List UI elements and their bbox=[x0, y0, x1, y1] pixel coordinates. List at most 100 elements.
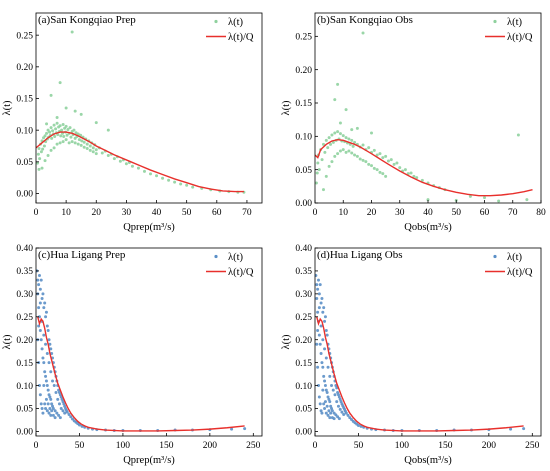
scatter-point bbox=[318, 283, 322, 287]
scatter-point bbox=[358, 157, 362, 161]
scatter-point bbox=[321, 338, 325, 342]
scatter-point bbox=[328, 374, 332, 378]
x-axis-title: Qobs(m³/s) bbox=[404, 455, 452, 466]
scatter-point bbox=[316, 161, 320, 165]
scatter-point bbox=[42, 361, 46, 365]
y-tick-label: 0.10 bbox=[16, 126, 33, 136]
scatter-point bbox=[76, 142, 80, 146]
scatter-point bbox=[41, 147, 45, 151]
scatter-point bbox=[40, 296, 44, 300]
scatter-point bbox=[509, 427, 513, 431]
y-tick-label: 0.00 bbox=[16, 190, 33, 200]
scatter-point bbox=[59, 134, 63, 138]
scatter-point bbox=[53, 416, 57, 420]
scatter-point bbox=[55, 411, 59, 415]
scatter-point bbox=[324, 356, 328, 360]
scatter-point bbox=[77, 423, 81, 427]
scatter-point bbox=[179, 182, 183, 186]
scatter-point bbox=[45, 351, 49, 355]
y-tick-label: 0.05 bbox=[295, 166, 312, 176]
scatter-point bbox=[322, 306, 326, 310]
y-tick-label: 0.20 bbox=[295, 336, 312, 346]
scatter-point bbox=[320, 158, 324, 162]
x-tick-label: 70 bbox=[242, 208, 252, 218]
scatter-point bbox=[322, 374, 326, 378]
scatter-point bbox=[173, 180, 177, 184]
scatter-point bbox=[350, 128, 354, 132]
scatter-point bbox=[353, 140, 357, 144]
scatter-point bbox=[325, 333, 329, 337]
scatter-point bbox=[51, 413, 55, 417]
scatter-point bbox=[320, 361, 324, 365]
scatter-point bbox=[344, 108, 348, 112]
scatter-point bbox=[43, 370, 47, 374]
scatter-point bbox=[106, 154, 110, 157]
scatter-point bbox=[361, 31, 365, 35]
scatter-point bbox=[136, 166, 140, 170]
scatter-point bbox=[336, 393, 340, 397]
scatter-point bbox=[341, 134, 345, 138]
scatter-point bbox=[320, 296, 324, 300]
scatter-point bbox=[323, 379, 327, 383]
scatter-series bbox=[315, 31, 529, 203]
legend-marker-scatter bbox=[493, 254, 497, 259]
x-tick-label: 50 bbox=[354, 441, 364, 451]
scatter-point bbox=[49, 413, 53, 417]
scatter-point bbox=[344, 136, 348, 140]
scatter-point bbox=[44, 379, 48, 383]
scatter-point bbox=[333, 131, 337, 135]
scatter-point bbox=[338, 132, 342, 136]
scatter-point bbox=[55, 121, 59, 125]
legend: λ(t) λ(t)/Q bbox=[206, 252, 254, 278]
scatter-point bbox=[54, 390, 58, 394]
y-tick-label: 0.35 bbox=[295, 267, 312, 277]
scatter-point bbox=[94, 148, 98, 152]
scatter-point bbox=[49, 126, 53, 130]
chart-panel-3: 0 50 100 150 200 250 0.00 0.05 0.10 0.15 0.20 0.25 0… bbox=[281, 244, 542, 466]
scatter-point bbox=[46, 402, 50, 406]
scatter-point bbox=[49, 148, 53, 152]
scatter-point bbox=[65, 410, 69, 414]
scatter-point bbox=[39, 150, 43, 154]
scatter-point bbox=[426, 198, 430, 202]
y-tick-label: 0.25 bbox=[16, 313, 33, 323]
scatter-point bbox=[47, 361, 51, 365]
scatter-point bbox=[336, 152, 340, 156]
scatter-point bbox=[36, 161, 40, 165]
scatter-point bbox=[392, 162, 396, 166]
scatter-point bbox=[327, 136, 331, 140]
legend-label-line: λ(t)/Q bbox=[228, 267, 254, 278]
scatter-point bbox=[316, 384, 320, 388]
scatter-point bbox=[386, 159, 390, 163]
scatter-point bbox=[378, 152, 382, 156]
scatter-point bbox=[50, 402, 54, 406]
scatter-point bbox=[330, 133, 334, 137]
y-tick-label: 0.15 bbox=[295, 359, 312, 369]
x-axis-title: Qprep(m³/s) bbox=[123, 455, 175, 466]
scatter-point bbox=[350, 138, 354, 142]
scatter-point bbox=[80, 139, 84, 143]
scatter-point bbox=[420, 178, 424, 182]
scatter-point bbox=[323, 347, 327, 351]
scatter-point bbox=[346, 413, 350, 417]
scatter-point bbox=[370, 131, 373, 135]
x-tick-label: 150 bbox=[159, 441, 174, 451]
scatter-point bbox=[47, 338, 51, 342]
scatter-point bbox=[46, 329, 50, 333]
legend-label-scatter: λ(t) bbox=[507, 252, 523, 263]
scatter-point bbox=[51, 404, 55, 408]
scatter-point bbox=[367, 162, 371, 166]
scatter-point bbox=[315, 342, 319, 346]
scatter-point bbox=[38, 287, 42, 291]
scatter-point bbox=[61, 400, 65, 404]
scatter-point bbox=[39, 338, 43, 342]
scatter-point bbox=[375, 153, 379, 157]
scatter-point bbox=[317, 333, 321, 337]
scatter-point bbox=[328, 400, 332, 404]
y-tick-label: 0.00 bbox=[295, 428, 312, 438]
scatter-point bbox=[63, 411, 67, 415]
panel-title: (c)Hua Ligang Prep bbox=[38, 249, 126, 261]
scatter-point bbox=[323, 400, 327, 404]
scatter-point bbox=[398, 166, 402, 170]
scatter-point bbox=[326, 146, 330, 150]
